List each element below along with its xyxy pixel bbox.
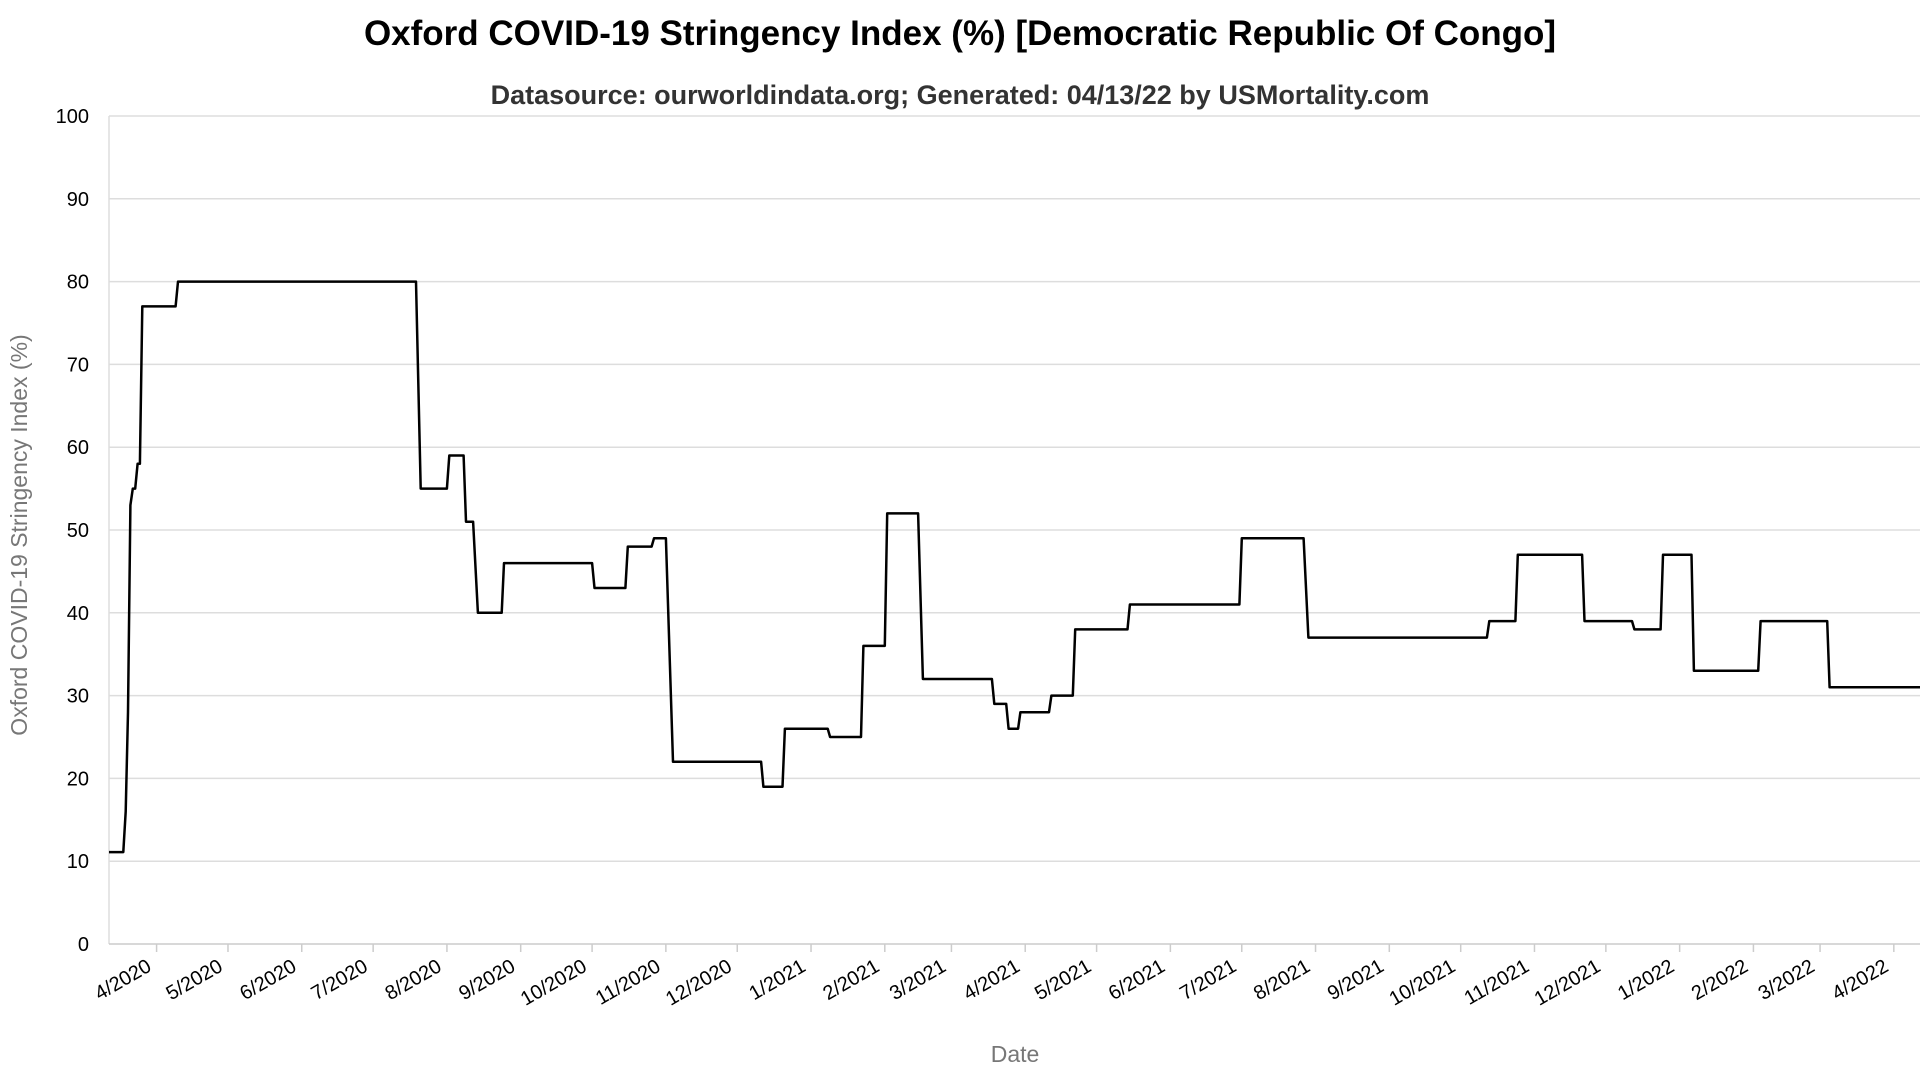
y-tick-label: 40 [67, 603, 89, 625]
y-tick-label: 50 [67, 520, 89, 542]
series-group [109, 280, 1920, 854]
x-tick-label: 4/2022 [1828, 955, 1892, 1005]
x-tick-label: 12/2020 [662, 955, 736, 1010]
chart-title: Oxford COVID-19 Stringency Index (%) [De… [363, 14, 1557, 53]
x-tick-label: 4/2020 [91, 955, 155, 1005]
x-tick-label: 3/2022 [1755, 955, 1819, 1005]
x-tick-label: 5/2020 [163, 955, 227, 1005]
x-tick-label: 2/2021 [819, 955, 883, 1005]
x-tick-label: 11/2021 [1461, 955, 1533, 1009]
y-tick-label: 70 [67, 354, 89, 376]
x-tick-label: 10/2020 [517, 955, 591, 1010]
x-tick-label: 8/2020 [381, 955, 445, 1005]
y-tick-label: 20 [67, 768, 89, 790]
x-tick-label: 11/2020 [592, 955, 664, 1009]
x-tick-label: 6/2021 [1105, 955, 1169, 1005]
x-tick-label: 8/2021 [1250, 955, 1314, 1005]
y-tick-label: 90 [67, 189, 89, 211]
x-tick-label: 3/2021 [886, 955, 950, 1005]
y-tick-label: 10 [67, 851, 89, 873]
x-tick-label: 2/2022 [1688, 955, 1752, 1005]
y-tick-label: 0 [78, 934, 89, 956]
x-axis-ticks: 4/2020 5/2020 6/2020 7/2020 8/2020 9/202010/2… [91, 944, 1895, 1010]
x-tick-label: 5/2021 [1031, 955, 1095, 1005]
x-tick-label: 10/2021 [1386, 955, 1460, 1010]
x-tick-label: 9/2020 [455, 955, 519, 1005]
x-axis-label: Date [991, 1041, 1040, 1067]
x-tick-label: 12/2021 [1531, 955, 1605, 1010]
y-tick-label: 100 [56, 106, 89, 128]
x-tick-label: 4/2021 [960, 955, 1024, 1005]
series-line [109, 280, 1920, 854]
x-tick-label: 1/2022 [1614, 955, 1678, 1005]
y-tick-label: 30 [67, 686, 89, 708]
y-axis-label: Oxford COVID-19 Stringency Index (%) [6, 334, 32, 735]
x-tick-label: 6/2020 [236, 955, 300, 1005]
y-tick-label: 60 [67, 437, 89, 459]
y-tick-label: 80 [67, 272, 89, 294]
x-tick-label: 7/2021 [1176, 955, 1240, 1005]
x-tick-label: 9/2021 [1324, 955, 1388, 1005]
axes [108, 116, 1920, 945]
x-tick-label: 7/2020 [308, 955, 372, 1005]
grid-lines [109, 115, 1920, 862]
chart-subtitle: Datasource: ourworldindata.org; Generate… [490, 80, 1430, 110]
x-tick-label: 1/2021 [746, 955, 810, 1005]
y-axis-ticks: 0 10 20 30 40 50 60 70 80 90 100 [56, 106, 89, 956]
